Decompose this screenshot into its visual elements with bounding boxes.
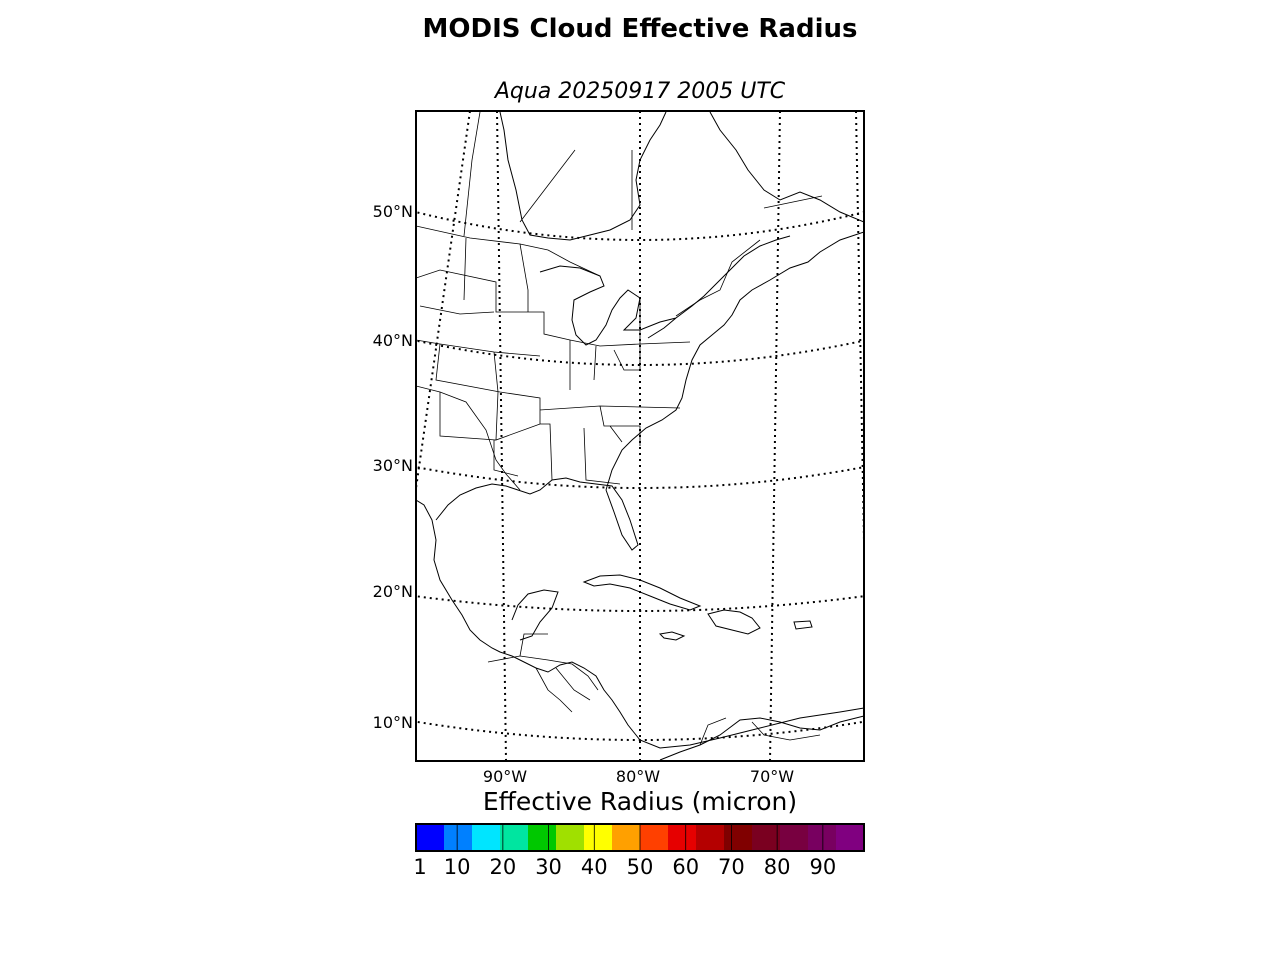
colorbar-tick-label: 1 xyxy=(413,855,427,879)
coastlines xyxy=(416,111,864,761)
meridian-line xyxy=(855,111,864,541)
great-lakes xyxy=(539,265,677,346)
coastline-north-america xyxy=(416,499,864,749)
colorbar-swatch xyxy=(556,824,585,851)
lat-label-40n: 40°N xyxy=(372,331,413,350)
meridian-line xyxy=(496,111,507,761)
island-puerto-rico xyxy=(793,620,813,630)
colorbar-swatch xyxy=(500,824,529,851)
colorbar-swatch xyxy=(668,824,697,851)
colorbar-swatch xyxy=(752,824,781,851)
graticule xyxy=(416,111,864,761)
meridian-line xyxy=(769,111,781,761)
chart-subtitle: Aqua 20250917 2005 UTC xyxy=(494,79,786,104)
island-jamaica xyxy=(658,631,686,641)
colorbar-swatch xyxy=(528,824,557,851)
lon-label-70w: 70°W xyxy=(749,767,795,786)
colorbar-tick-label: 80 xyxy=(763,855,791,879)
lon-label-80w: 80°W xyxy=(615,767,661,786)
colorbar-tick-label: 60 xyxy=(672,855,700,879)
colorbar-swatch xyxy=(584,824,613,851)
colorbar-swatch xyxy=(780,824,809,851)
colorbar-swatch xyxy=(444,824,473,851)
lat-label-30n: 30°N xyxy=(372,456,413,475)
lon-label-90w: 90°W xyxy=(482,767,528,786)
colorbar-swatch xyxy=(724,824,753,851)
parallel-line xyxy=(416,211,864,241)
colorbar-swatch xyxy=(612,824,641,851)
border-canada-provinces xyxy=(463,111,823,237)
coastline-labrador xyxy=(709,111,864,223)
colorbar-tick-label: 30 xyxy=(535,855,562,879)
colorbar-frame xyxy=(415,823,865,852)
parallel-line xyxy=(416,466,864,489)
colorbar-tick-label: 70 xyxy=(718,855,745,879)
colorbar-swatch xyxy=(808,824,837,851)
map-frame xyxy=(415,110,865,762)
coastline-yucatan xyxy=(511,589,559,641)
coastline-atlantic xyxy=(605,231,864,491)
colorbar-tick-label: 10 xyxy=(443,855,471,879)
parallel-line xyxy=(416,339,864,366)
colorbar-swatch xyxy=(640,824,669,851)
colorbar-tick-label: 40 xyxy=(580,855,608,879)
lat-label-10n: 10°N xyxy=(372,713,413,732)
borders xyxy=(416,111,823,746)
coastline-south-america xyxy=(659,715,864,761)
colorbar-swatch xyxy=(416,824,445,851)
colorbar-tick-label: 50 xyxy=(626,855,654,879)
colorbar-swatch xyxy=(696,824,725,851)
colorbar-swatch xyxy=(472,824,501,851)
meridian-line xyxy=(416,111,471,496)
parallel-line xyxy=(416,595,864,612)
parallel-line xyxy=(416,720,864,741)
chart-title: MODIS Cloud Effective Radius xyxy=(422,14,858,44)
colorbar-tick-label: 90 xyxy=(809,855,837,879)
border-central-america xyxy=(487,633,821,746)
island-cuba xyxy=(582,574,702,611)
colorbar-tick-label: 20 xyxy=(489,855,517,879)
state-lines xyxy=(416,237,691,485)
st-lawrence xyxy=(675,235,791,319)
colorbar-swatch xyxy=(836,824,865,851)
colorbar-label: Effective Radius (micron) xyxy=(482,787,798,816)
lat-label-20n: 20°N xyxy=(372,582,413,601)
coastline-hudson xyxy=(499,111,667,241)
lat-label-50n: 50°N xyxy=(372,202,413,221)
colorbar xyxy=(415,823,865,852)
coastline-gulf xyxy=(435,477,639,551)
island-hispaniola xyxy=(707,609,761,635)
